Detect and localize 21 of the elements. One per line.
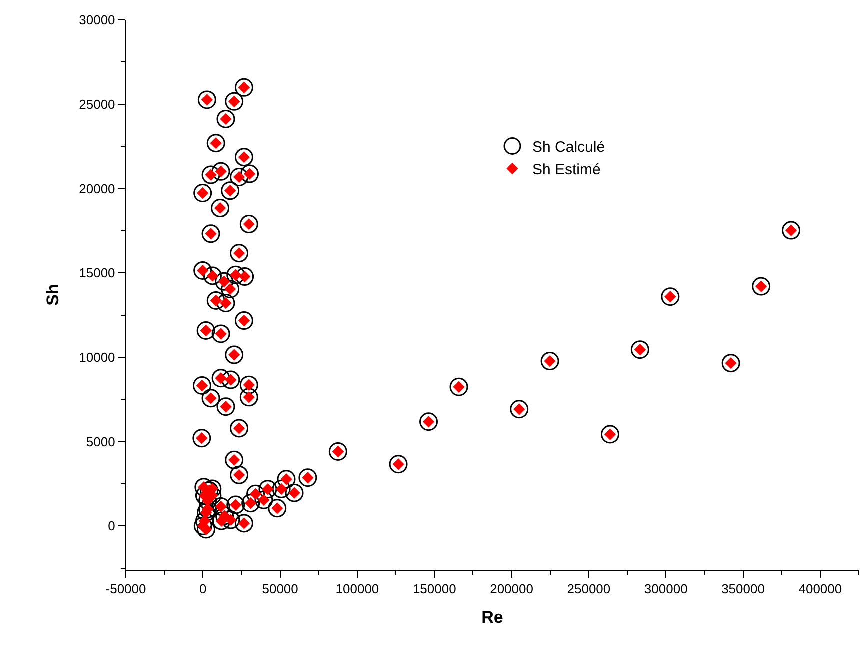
x-tick-label: -50000 [106, 582, 146, 597]
y-tick-label: 5000 [86, 434, 116, 450]
y-tick-label: 25000 [79, 96, 116, 112]
legend-label: Sh Estimé [532, 162, 601, 179]
y-tick-label: 10000 [79, 350, 116, 365]
x-tick-label: 300000 [644, 582, 688, 597]
x-tick-label: 250000 [567, 582, 611, 597]
y-tick-label: 15000 [79, 266, 116, 281]
y-axis-title: Sh [44, 284, 63, 306]
y-tick-label: 30000 [79, 12, 116, 28]
x-tick-label: 350000 [722, 582, 765, 597]
x-tick-label: 50000 [262, 582, 298, 597]
legend-label: Sh Calculé [532, 139, 606, 156]
x-tick-label: 0 [200, 582, 207, 597]
x-tick-label: 150000 [412, 582, 456, 597]
y-tick-label: 0 [108, 518, 116, 534]
x-axis-title: Re [482, 608, 504, 628]
x-tick-label: 100000 [336, 582, 380, 597]
x-tick-label: 200000 [490, 582, 534, 597]
y-tick-label: 20000 [79, 181, 116, 196]
x-tick-label: 400000 [798, 582, 842, 597]
